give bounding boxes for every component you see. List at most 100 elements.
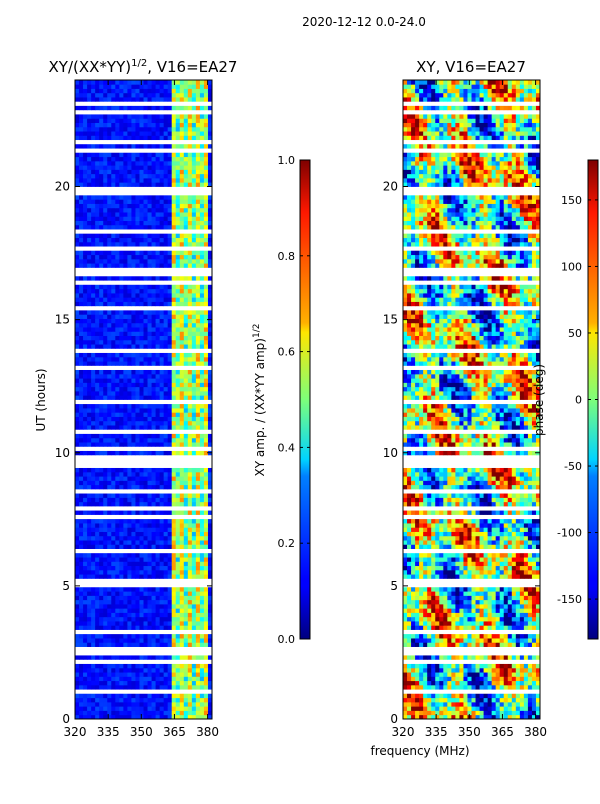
- heat-cell: [443, 706, 447, 711]
- heat-cell: [139, 152, 143, 157]
- heat-cell: [419, 595, 423, 600]
- heat-cell: [160, 604, 164, 609]
- heat-cell: [172, 310, 176, 315]
- heat-cell: [79, 553, 83, 558]
- heat-cell: [152, 357, 156, 362]
- heat-cell: [520, 613, 524, 618]
- heat-cell: [79, 169, 83, 174]
- heat-cell: [160, 693, 164, 698]
- heat-cell: [512, 608, 516, 613]
- heat-cell: [152, 327, 156, 332]
- heat-cell: [99, 80, 103, 85]
- heat-cell: [160, 476, 164, 481]
- heat-cell: [152, 216, 156, 221]
- heat-cell: [184, 340, 188, 345]
- heat-cell: [156, 242, 160, 247]
- heat-cell: [524, 621, 528, 626]
- heat-cell: [492, 608, 496, 613]
- heat-cell: [99, 434, 103, 439]
- heat-cell: [192, 698, 196, 703]
- heat-cell: [95, 297, 99, 302]
- heat-cell: [528, 664, 532, 669]
- heat-cell: [204, 595, 208, 600]
- heat-cell: [188, 442, 192, 447]
- heat-cell: [435, 681, 439, 686]
- heat-cell: [111, 361, 115, 366]
- heat-cell: [83, 668, 87, 673]
- heat-cell: [176, 395, 180, 400]
- heat-cell: [144, 608, 148, 613]
- heat-cell: [127, 527, 131, 532]
- heat-cell: [484, 693, 488, 698]
- heat-cell: [79, 225, 83, 230]
- heat-cell: [156, 336, 160, 341]
- heat-cell: [415, 676, 419, 681]
- heat-cell: [184, 361, 188, 366]
- heat-cell: [152, 574, 156, 579]
- heat-cell: [111, 395, 115, 400]
- heat-cell: [148, 297, 152, 302]
- heat-cell: [184, 327, 188, 332]
- heat-cell: [528, 613, 532, 618]
- heat-cell: [139, 608, 143, 613]
- heat-cell: [115, 527, 119, 532]
- left-heatmap: [75, 80, 212, 719]
- heat-cell: [188, 425, 192, 430]
- heat-cell: [144, 421, 148, 426]
- heat-cell: [192, 608, 196, 613]
- heat-cell: [516, 702, 520, 707]
- heat-cell: [492, 604, 496, 609]
- heat-cell: [111, 174, 115, 179]
- heat-cell: [152, 331, 156, 336]
- heat-cell: [152, 114, 156, 119]
- heat-cell: [144, 634, 148, 639]
- heat-cell: [180, 523, 184, 528]
- heat-cell: [200, 123, 204, 128]
- heat-cell: [139, 698, 143, 703]
- heat-cell: [196, 135, 200, 140]
- heat-cell: [411, 634, 415, 639]
- heat-cell: [95, 540, 99, 545]
- heat-cell: [139, 216, 143, 221]
- heat-cell: [148, 255, 152, 260]
- heat-cell: [123, 587, 127, 592]
- heat-cell: [484, 595, 488, 600]
- heat-cell: [115, 519, 119, 524]
- heat-cell: [75, 664, 79, 669]
- heat-cell: [103, 595, 107, 600]
- heat-cell: [156, 302, 160, 307]
- heat-cell: [87, 595, 91, 600]
- heat-cell: [111, 557, 115, 562]
- heat-cell: [520, 681, 524, 686]
- heat-cell: [196, 297, 200, 302]
- heat-cell: [144, 114, 148, 119]
- heat-cell: [180, 706, 184, 711]
- heat-cell: [103, 135, 107, 140]
- heat-cell: [172, 106, 176, 111]
- heat-cell: [451, 664, 455, 669]
- heat-cell: [184, 165, 188, 170]
- heat-cell: [156, 212, 160, 217]
- heat-cell: [119, 84, 123, 89]
- heat-cell: [180, 135, 184, 140]
- heat-cell: [144, 174, 148, 179]
- heat-cell: [103, 169, 107, 174]
- heat-cell: [123, 570, 127, 575]
- heat-cell: [103, 314, 107, 319]
- heat-cell: [127, 451, 131, 456]
- heat-cell: [107, 425, 111, 430]
- heat-cell: [176, 412, 180, 417]
- heat-cell: [164, 442, 168, 447]
- heat-cell: [123, 225, 127, 230]
- heat-cell: [431, 604, 435, 609]
- heat-cell: [164, 127, 168, 132]
- heat-cell: [107, 263, 111, 268]
- heat-cell: [184, 382, 188, 387]
- heat-cell: [87, 199, 91, 204]
- heat-cell: [164, 174, 168, 179]
- heat-cell: [91, 161, 95, 166]
- heat-cell: [168, 510, 172, 515]
- heat-cell: [103, 710, 107, 715]
- heat-cell: [95, 553, 99, 558]
- heat-cell: [520, 693, 524, 698]
